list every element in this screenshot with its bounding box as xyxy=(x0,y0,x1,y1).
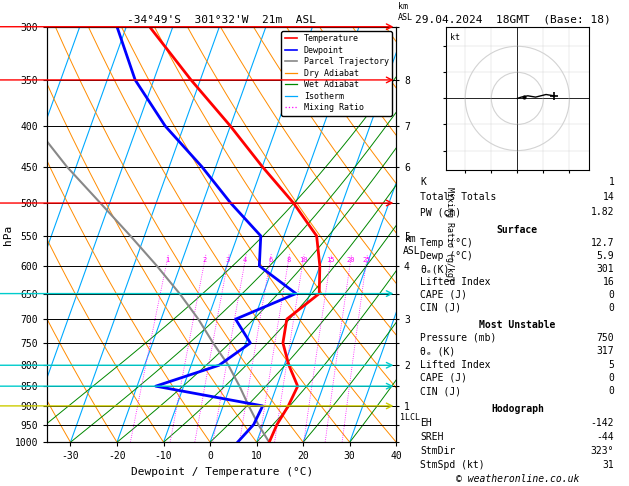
Text: 1LCL: 1LCL xyxy=(401,413,420,422)
Text: K: K xyxy=(420,177,426,187)
Legend: Temperature, Dewpoint, Parcel Trajectory, Dry Adiabat, Wet Adiabat, Isotherm, Mi: Temperature, Dewpoint, Parcel Trajectory… xyxy=(281,31,392,116)
Text: 1: 1 xyxy=(165,257,169,263)
Text: 31: 31 xyxy=(603,460,615,470)
Text: 0: 0 xyxy=(608,373,615,383)
Text: 3: 3 xyxy=(226,257,230,263)
Text: Lifted Index: Lifted Index xyxy=(420,277,491,287)
Y-axis label: km
ASL: km ASL xyxy=(403,235,420,256)
Text: 12.7: 12.7 xyxy=(591,238,615,248)
Text: 29.04.2024  18GMT  (Base: 18): 29.04.2024 18GMT (Base: 18) xyxy=(415,14,611,24)
Text: Temp (°C): Temp (°C) xyxy=(420,238,473,248)
Text: km
ASL: km ASL xyxy=(398,2,413,22)
Text: Mixing Ratio (g/kg): Mixing Ratio (g/kg) xyxy=(445,187,454,282)
Text: CIN (J): CIN (J) xyxy=(420,386,462,397)
Text: StmSpd (kt): StmSpd (kt) xyxy=(420,460,485,470)
Text: Most Unstable: Most Unstable xyxy=(479,319,555,330)
Text: StmDir: StmDir xyxy=(420,446,455,456)
Text: 16: 16 xyxy=(603,277,615,287)
Text: CIN (J): CIN (J) xyxy=(420,302,462,312)
Text: Surface: Surface xyxy=(497,226,538,236)
Text: 10: 10 xyxy=(299,257,308,263)
Text: Pressure (mb): Pressure (mb) xyxy=(420,333,497,343)
Text: SREH: SREH xyxy=(420,432,444,442)
Text: -44: -44 xyxy=(597,432,615,442)
Text: 1.82: 1.82 xyxy=(591,208,615,217)
Text: kt: kt xyxy=(450,33,460,42)
Text: 1: 1 xyxy=(608,177,615,187)
Text: © weatheronline.co.uk: © weatheronline.co.uk xyxy=(455,473,579,484)
X-axis label: Dewpoint / Temperature (°C): Dewpoint / Temperature (°C) xyxy=(131,467,313,477)
Text: 14: 14 xyxy=(603,192,615,202)
Text: 323°: 323° xyxy=(591,446,615,456)
Text: Hodograph: Hodograph xyxy=(491,404,544,414)
Text: Lifted Index: Lifted Index xyxy=(420,360,491,370)
Text: θₑ(K): θₑ(K) xyxy=(420,264,450,274)
Text: PW (cm): PW (cm) xyxy=(420,208,462,217)
Text: 0: 0 xyxy=(608,386,615,397)
Text: 0: 0 xyxy=(608,290,615,300)
Text: Totals Totals: Totals Totals xyxy=(420,192,497,202)
Y-axis label: hPa: hPa xyxy=(3,225,13,244)
Text: 750: 750 xyxy=(597,333,615,343)
Text: 5: 5 xyxy=(608,360,615,370)
Title: -34°49'S  301°32'W  21m  ASL: -34°49'S 301°32'W 21m ASL xyxy=(127,15,316,25)
Text: 317: 317 xyxy=(597,346,615,356)
Text: θₑ (K): θₑ (K) xyxy=(420,346,455,356)
Text: 15: 15 xyxy=(326,257,335,263)
Text: CAPE (J): CAPE (J) xyxy=(420,373,467,383)
Text: Dewp (°C): Dewp (°C) xyxy=(420,251,473,261)
Text: -142: -142 xyxy=(591,418,615,428)
Text: 20: 20 xyxy=(347,257,355,263)
Text: 5.9: 5.9 xyxy=(597,251,615,261)
Text: 8: 8 xyxy=(286,257,291,263)
Text: CAPE (J): CAPE (J) xyxy=(420,290,467,300)
Text: 0: 0 xyxy=(608,302,615,312)
Text: 301: 301 xyxy=(597,264,615,274)
Text: 4: 4 xyxy=(243,257,247,263)
Text: 25: 25 xyxy=(362,257,371,263)
Text: EH: EH xyxy=(420,418,432,428)
Text: 2: 2 xyxy=(203,257,207,263)
Text: 6: 6 xyxy=(268,257,272,263)
